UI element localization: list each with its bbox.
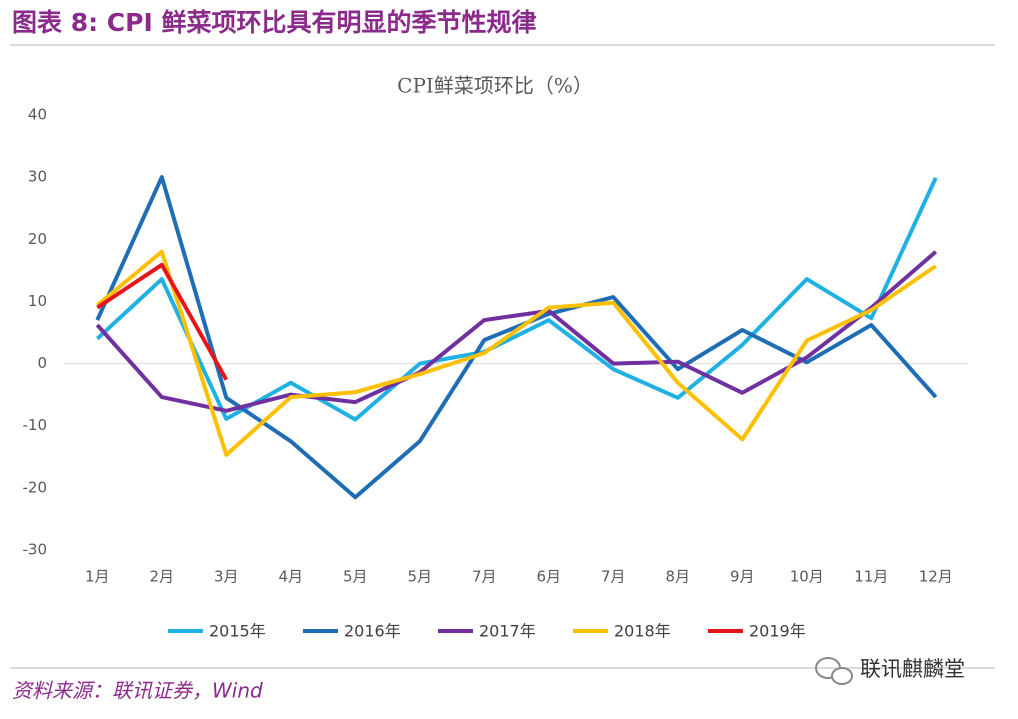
- figure-title: 图表 8: CPI 鲜菜项环比具有明显的季节性规律: [12, 8, 536, 37]
- series-line: [96, 249, 937, 457]
- x-tick-label: 8月: [665, 568, 690, 586]
- x-tick-label: 4月: [278, 568, 303, 586]
- x-tick-label: 5月: [407, 568, 432, 586]
- x-tick-label: 3月: [214, 568, 239, 586]
- legend-label: 2016年: [344, 622, 401, 641]
- y-tick-label: -30: [23, 541, 48, 559]
- legend-label: 2019年: [749, 622, 806, 641]
- y-tick-label: 40: [28, 106, 47, 124]
- series-line: [96, 262, 229, 381]
- x-tick-label: 11月: [854, 568, 888, 586]
- y-tick-label: 10: [28, 292, 47, 310]
- y-tick-label: -20: [23, 478, 48, 496]
- x-tick-label: 6月: [536, 568, 561, 586]
- y-tick-label: -10: [23, 416, 48, 434]
- y-tick-label: 0: [37, 354, 47, 372]
- x-tick-label: 7月: [472, 568, 497, 586]
- source-note: 资料来源：联讯证券，Wind: [12, 679, 263, 703]
- series-line: [95, 250, 938, 413]
- watermark: 联讯麒麟堂: [860, 657, 965, 681]
- x-tick-label: 7月: [601, 568, 626, 586]
- y-tick-label: 20: [28, 230, 47, 248]
- x-tick-label: 5月: [343, 568, 368, 586]
- x-tick-label: 10月: [790, 568, 824, 586]
- x-tick-label: 9月: [730, 568, 755, 586]
- x-tick-label: 2月: [149, 568, 174, 586]
- legend-label: 2017年: [479, 622, 536, 641]
- chart-title: CPI鲜菜项环比（%）: [397, 74, 593, 98]
- x-tick-label: 12月: [919, 568, 953, 586]
- legend-label: 2018年: [614, 622, 671, 641]
- legend-label: 2015年: [209, 622, 266, 641]
- x-tick-label: 1月: [85, 568, 110, 586]
- y-tick-label: 30: [28, 168, 47, 186]
- watermark-icon: [815, 657, 853, 685]
- series-line: [95, 176, 938, 422]
